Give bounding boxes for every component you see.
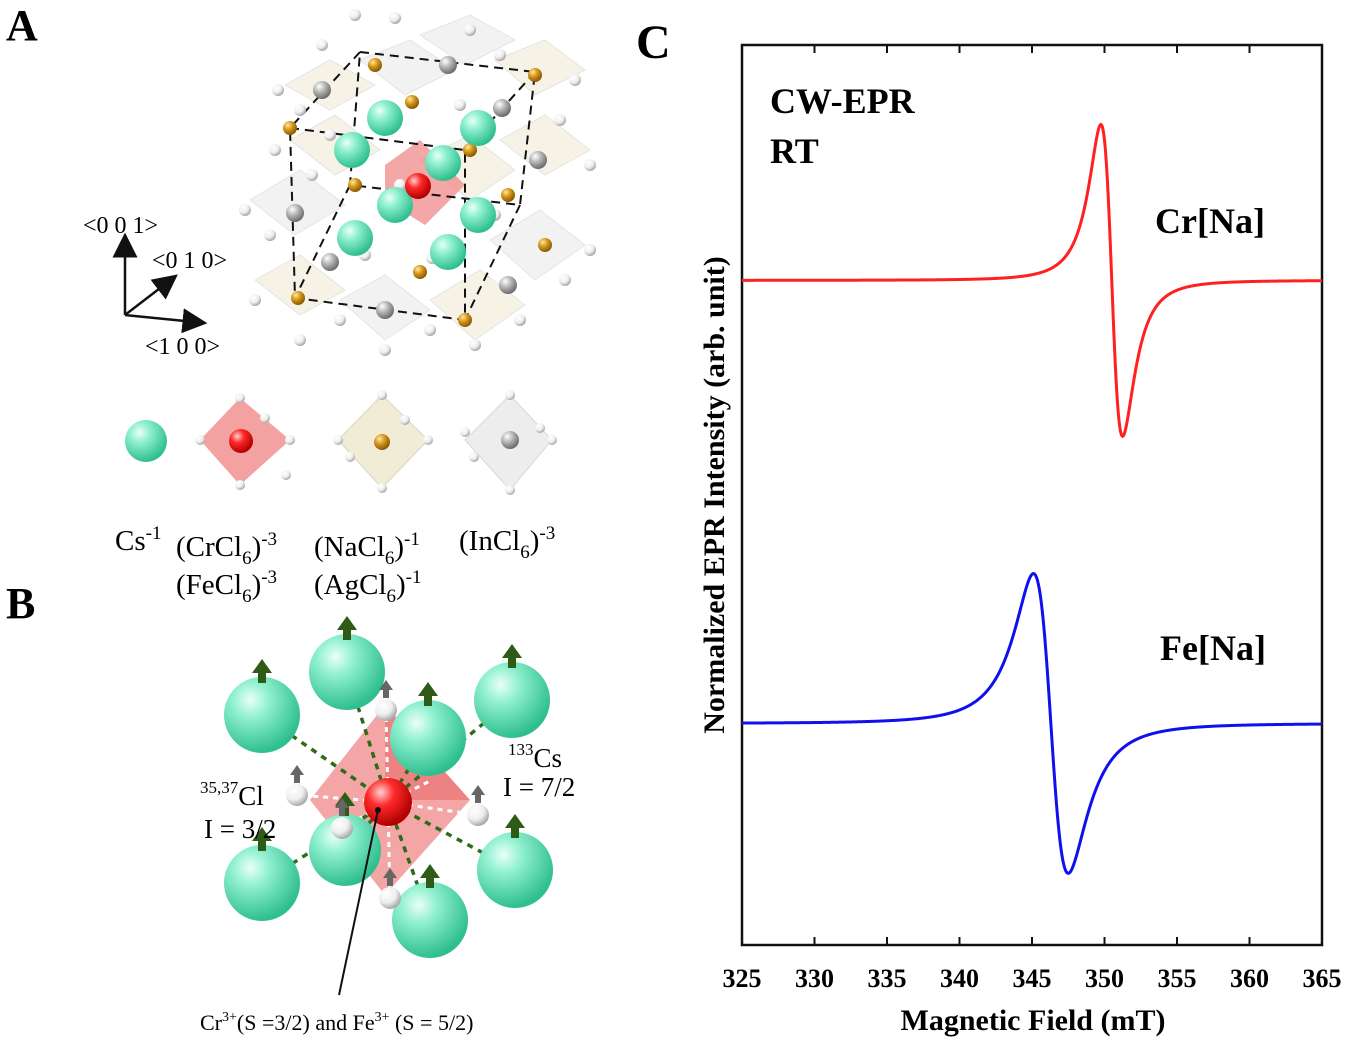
- legend-cr-octahedron: [195, 393, 295, 490]
- crystal-axes: <0 0 1> <0 1 0> <1 0 0>: [83, 213, 227, 360]
- legend-label-nacl6: (NaCl6)-1: [314, 529, 420, 569]
- cs-isotope-label: 133Cs: [508, 740, 562, 773]
- epr-chart: 325 330 335 340 345 350 355 360 365 Magnetic Fie…: [698, 43, 1342, 1037]
- legend-label-incl6: (InCl6)-3: [459, 523, 555, 563]
- x-tick-label-350: 350: [1085, 964, 1124, 993]
- central-ion-label: Cr3+(S =3/2) and Fe3+ (S = 5/2): [200, 1010, 473, 1035]
- legend-label-crcl6: (CrCl6)-3: [176, 529, 277, 569]
- panel-a-label: A: [6, 1, 38, 50]
- central-ion-b: [364, 778, 412, 826]
- legend-icons: [125, 390, 557, 495]
- x-tick-label-335: 335: [868, 964, 907, 993]
- cesium-atoms: [334, 100, 496, 270]
- x-axis-label: Magnetic Field (mT): [901, 1004, 1166, 1037]
- series-cr-na-line: [742, 122, 1323, 439]
- pointer-line: [338, 809, 379, 996]
- legend-cs-atom: [125, 420, 167, 462]
- x-tick-label-365: 365: [1303, 964, 1342, 993]
- cl-spin-label: I = 3/2: [204, 814, 276, 844]
- chlorine-spheres-b: [286, 699, 489, 909]
- x-tick-label-345: 345: [1013, 964, 1052, 993]
- x-tick-labels: 325 330 335 340 345 350 355 360 365: [723, 964, 1342, 993]
- cs-spin-label: I = 7/2: [503, 772, 575, 802]
- panel-b-label: B: [6, 579, 35, 628]
- legend-labels: Cs-1 (CrCl6)-3 (FeCl6)-3 (NaCl6)-1 (AgCl…: [115, 523, 555, 607]
- panel-c-label: C: [636, 16, 671, 69]
- x-tick-label-360: 360: [1230, 964, 1269, 993]
- annotation-rt: RT: [770, 131, 819, 171]
- spin-interaction-illustration: [224, 616, 553, 996]
- legend-na-octahedron: [333, 390, 433, 493]
- plot-frame: [740, 43, 1324, 947]
- sodium-atoms: [283, 58, 552, 327]
- nuclear-spin-arrows-cl: [290, 680, 485, 886]
- legend-label-fecl6: (FeCl6)-3: [176, 567, 277, 607]
- x-tick-label-340: 340: [940, 964, 979, 993]
- cesium-spheres-b: [224, 634, 553, 958]
- x-ticks: [741, 45, 1323, 945]
- legend-label-agcl6: (AgCl6)-1: [314, 567, 422, 607]
- axis-label-010: <0 1 0>: [152, 248, 227, 274]
- central-cr-atom: [405, 173, 431, 199]
- legend-in-octahedron: [460, 390, 557, 495]
- legend-label-cs: Cs-1: [115, 523, 161, 557]
- x-tick-label-330: 330: [795, 964, 834, 993]
- x-tick-label-325: 325: [723, 964, 762, 993]
- crystal-structure-illustration: [239, 9, 596, 356]
- axis-label-001: <0 0 1>: [83, 213, 158, 239]
- cl-isotope-label: 35,37Cl: [200, 778, 264, 811]
- series-label-cr-na: Cr[Na]: [1155, 201, 1265, 241]
- series-label-fe-na: Fe[Na]: [1160, 628, 1266, 668]
- annotation-cw-epr: CW-EPR: [770, 81, 916, 121]
- silver-indium-atoms: [286, 56, 547, 319]
- y-axis-label: Normalized EPR Intensity (arb. unit): [698, 256, 731, 733]
- series-fe-na-line: [742, 572, 1322, 875]
- axis-label-100: <1 0 0>: [145, 334, 220, 360]
- x-tick-label-355: 355: [1158, 964, 1197, 993]
- panel-b-labels: 35,37Cl I = 3/2 133Cs I = 7/2 Cr3+(S =3/…: [200, 740, 575, 1035]
